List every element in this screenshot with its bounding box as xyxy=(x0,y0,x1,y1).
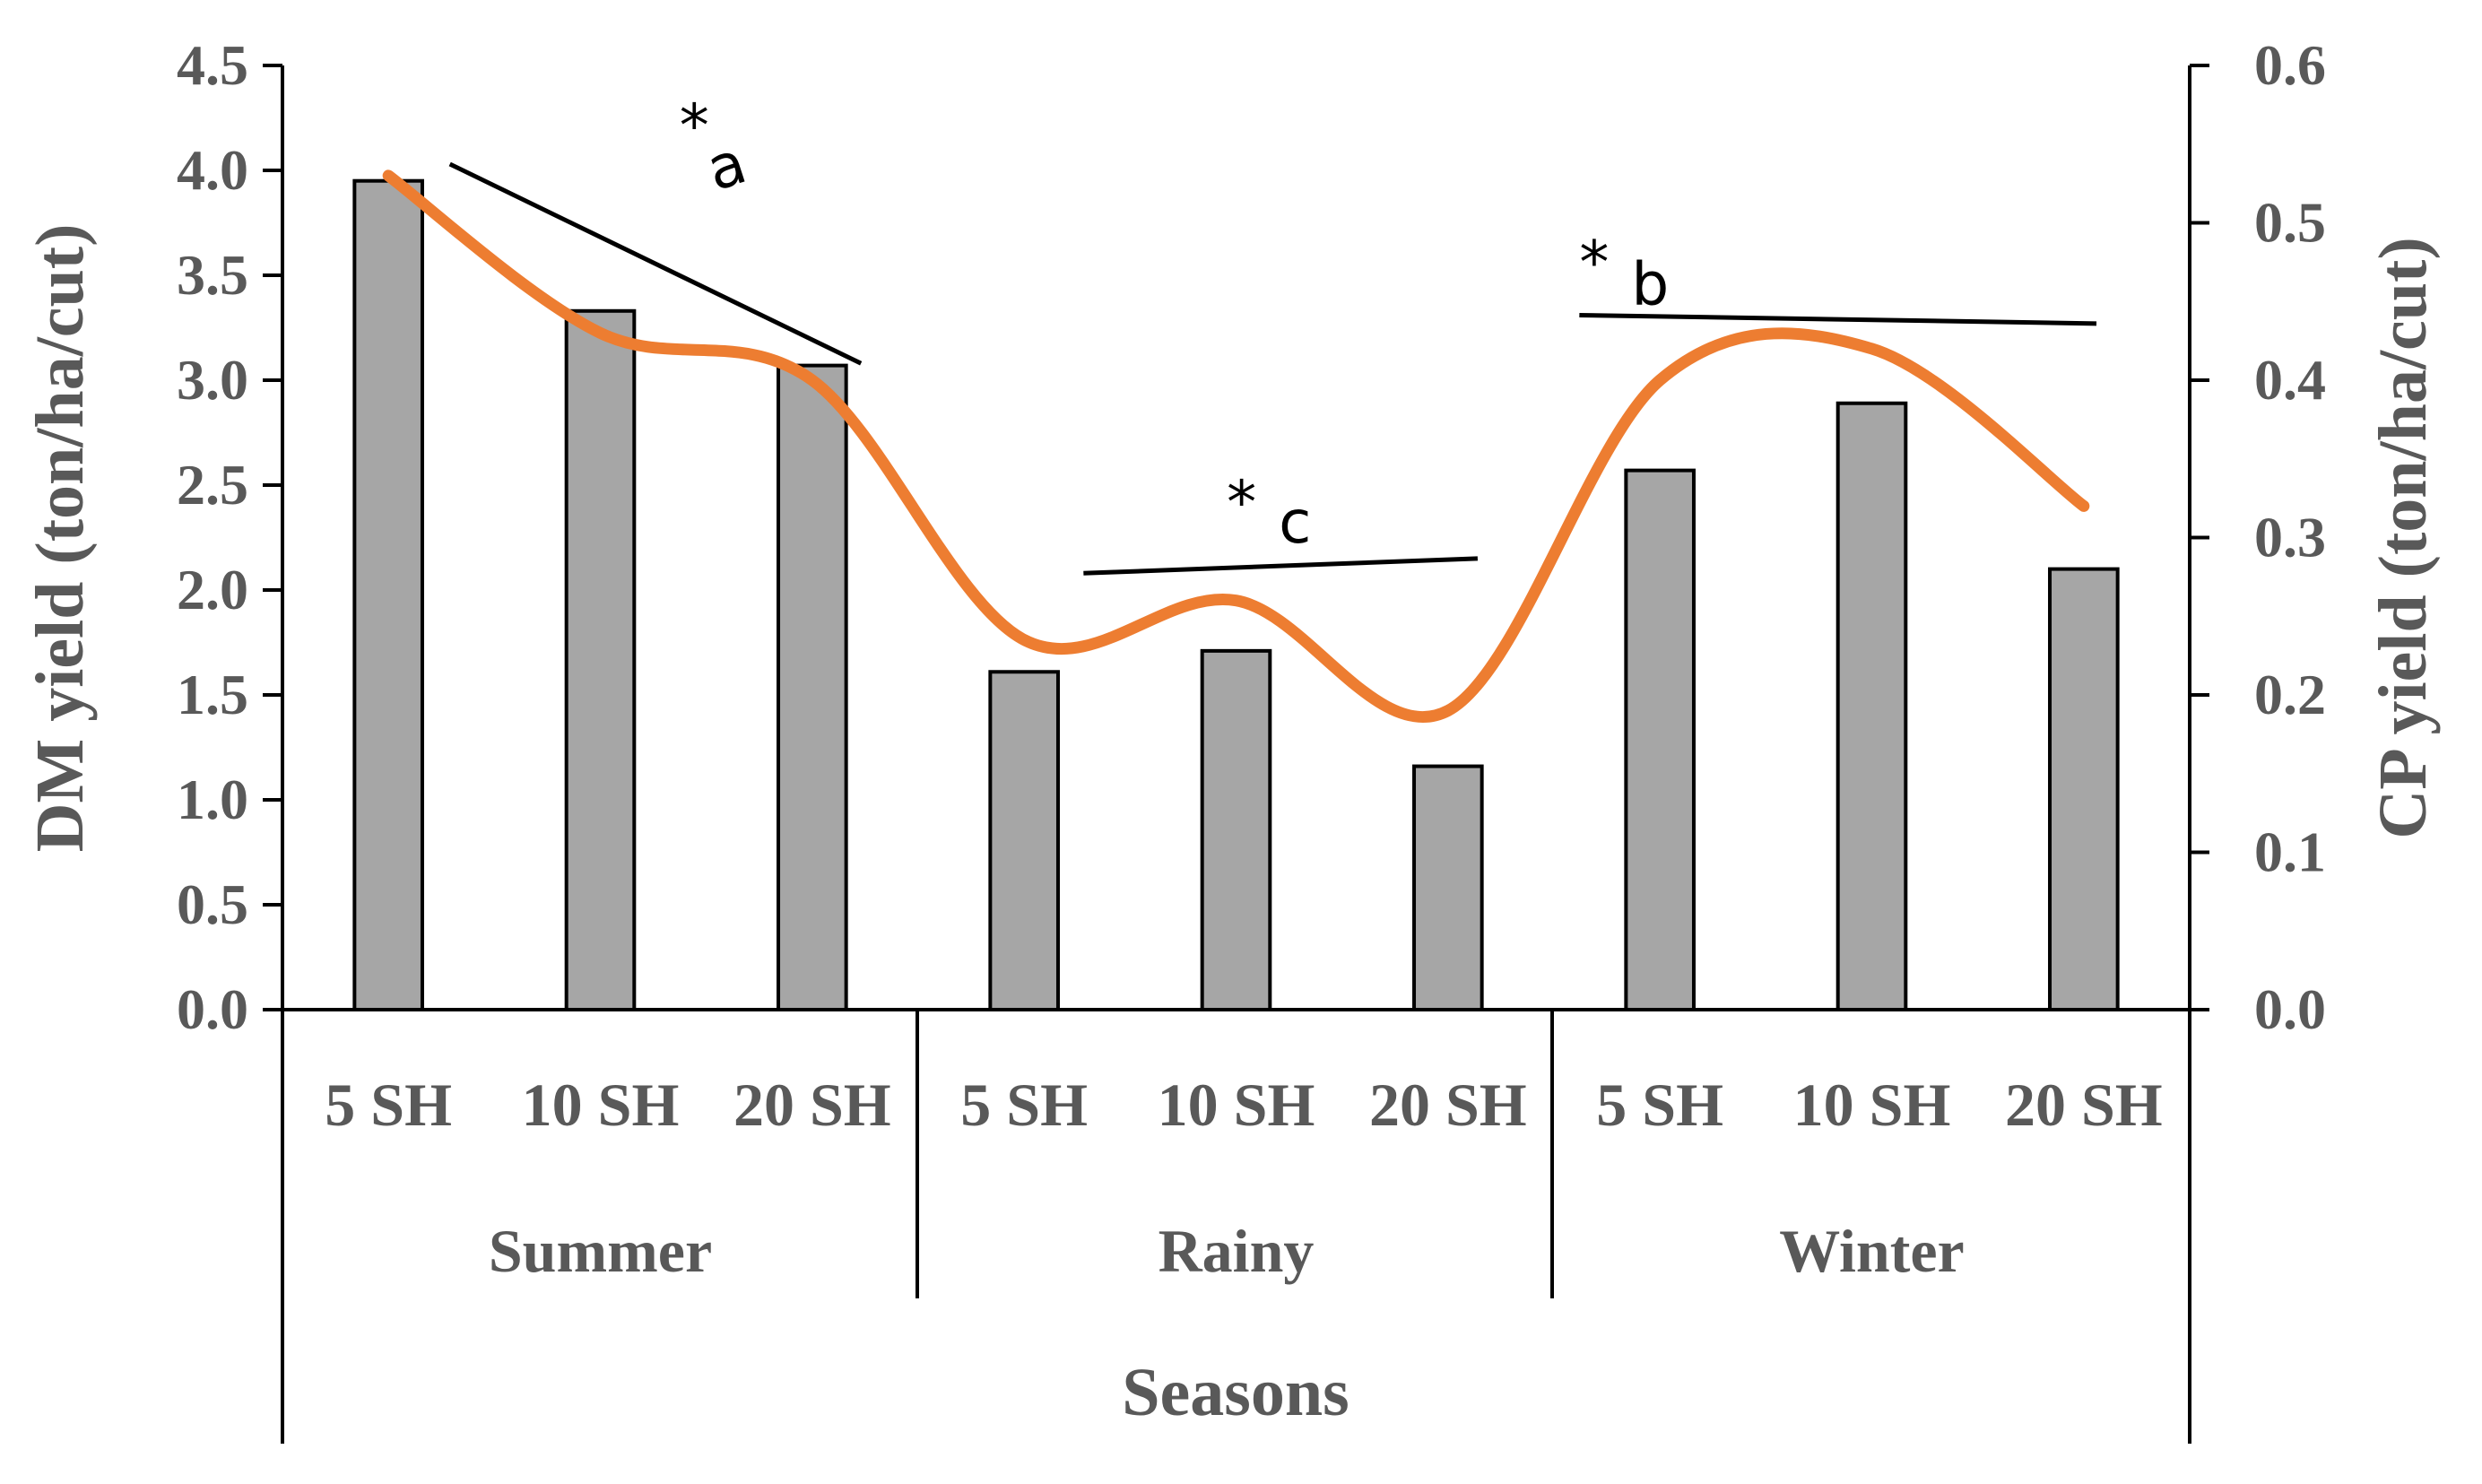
bar-6 xyxy=(1412,764,1484,1011)
category-label: 5 SH xyxy=(1596,1071,1723,1139)
left-tick-label: 2.5 xyxy=(177,453,248,516)
left-tick-label: 3.0 xyxy=(177,348,248,412)
bar-5 xyxy=(1200,648,1272,1011)
category-label: 20 SH xyxy=(2005,1071,2163,1139)
bar-3 xyxy=(777,363,848,1011)
left-axis: 0.0 0.5 1.0 1.5 2.0 2.5 3.0 3.5 4.0 4.5 xyxy=(177,33,284,1041)
category-label: 5 SH xyxy=(960,1071,1088,1139)
bar-7 xyxy=(1624,468,1696,1011)
annotation-letter-b: b xyxy=(1631,249,1669,318)
left-tick-label: 1.0 xyxy=(177,768,248,831)
left-tick-label: 1.5 xyxy=(177,663,248,726)
category-label: 20 SH xyxy=(1369,1071,1527,1139)
right-tick-label: 0.6 xyxy=(2254,33,2326,97)
category-label: 20 SH xyxy=(733,1071,891,1139)
group-label-rainy: Rainy xyxy=(1159,1217,1315,1285)
category-label: 10 SH xyxy=(1793,1071,1951,1139)
annotation-letter-a: a xyxy=(699,127,754,204)
trend-line-a xyxy=(448,161,863,366)
group-label-winter: Winter xyxy=(1779,1217,1965,1285)
bar-series-dm xyxy=(352,178,2120,1011)
right-tick-label: 0.0 xyxy=(2254,977,2326,1041)
bar-4 xyxy=(988,670,1060,1011)
annotations: *a* c* b xyxy=(448,91,2097,576)
category-label: 5 SH xyxy=(325,1071,452,1139)
group-labels: Summer Rainy Winter xyxy=(489,1217,1965,1285)
left-tick-label: 4.5 xyxy=(177,33,248,97)
left-tick-label: 2.0 xyxy=(177,558,248,621)
group-label-summer: Summer xyxy=(489,1217,712,1285)
right-tick-label: 0.4 xyxy=(2254,348,2326,412)
left-axis-title: DM yield (ton/ha/cut) xyxy=(22,224,98,853)
cp-line-series xyxy=(382,169,2090,723)
annotation-star-a: * xyxy=(680,91,709,161)
plot-area: *a* c* b xyxy=(352,91,2120,1011)
annotation-star-c: * xyxy=(1227,468,1256,537)
trend-line-b xyxy=(1579,312,2097,326)
left-tick-label: 0.5 xyxy=(177,872,248,936)
bar-2 xyxy=(564,308,637,1011)
bar-8 xyxy=(1835,401,1908,1011)
left-tick-label: 3.5 xyxy=(177,243,248,307)
category-label: 10 SH xyxy=(1158,1071,1315,1139)
bar-1 xyxy=(352,178,424,1011)
left-tick-label: 4.0 xyxy=(177,138,248,202)
category-labels: 5 SH 10 SH 20 SH 5 SH 10 SH 20 SH 5 SH 10 SH 20 … xyxy=(325,1071,2162,1139)
annotation-star-b: * xyxy=(1579,228,1609,297)
bar-9 xyxy=(2048,567,2120,1011)
right-axis: 0.0 0.1 0.2 0.3 0.4 0.5 0.6 xyxy=(2188,33,2326,1041)
left-tick-label: 0.0 xyxy=(177,977,248,1041)
right-axis-title: CP yield (ton/ha/cut) xyxy=(2365,237,2441,838)
annotation-letter-c: c xyxy=(1279,488,1311,557)
right-tick-label: 0.3 xyxy=(2254,506,2326,569)
right-tick-label: 0.2 xyxy=(2254,663,2326,726)
category-label: 10 SH xyxy=(522,1071,680,1139)
x-axis-title: Seasons xyxy=(1122,1355,1349,1430)
right-tick-label: 0.5 xyxy=(2254,191,2326,255)
trend-line-c xyxy=(1083,556,1479,576)
right-tick-label: 0.1 xyxy=(2254,820,2326,884)
